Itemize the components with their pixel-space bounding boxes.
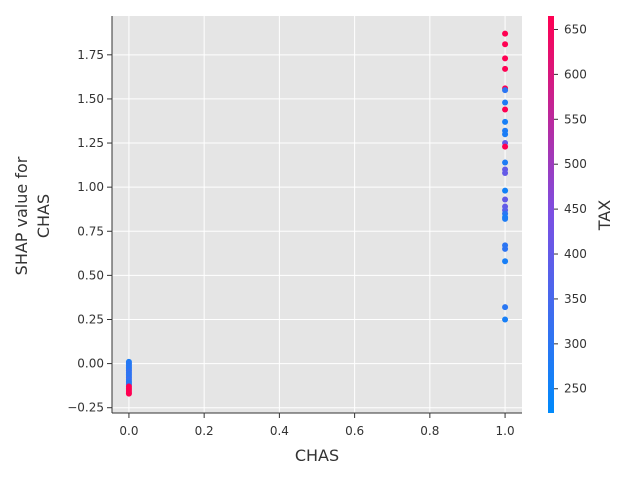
y-axis-label-line-1: SHAP value for (12, 156, 31, 275)
y-tick-label: 1.25 (77, 136, 104, 150)
x-tick-label: 0.4 (270, 424, 289, 438)
y-tick-label: 1.00 (77, 180, 104, 194)
colorbar-tick-label: 500 (564, 157, 587, 171)
scatter-point (502, 187, 509, 194)
scatter-point (502, 118, 509, 125)
scatter-point (502, 159, 509, 166)
x-tick-label: 0.8 (420, 424, 439, 438)
colorbar-ticks: 250 300 350 400 450 500 550 600 650 (554, 22, 587, 396)
scatter-points (125, 30, 509, 397)
y-tick-label: 0.25 (77, 312, 104, 326)
scatter-point (502, 316, 509, 323)
scatter-point (502, 41, 509, 48)
colorbar-tick-label: 350 (564, 292, 587, 306)
x-axis-label: CHAS (295, 446, 339, 465)
y-tick-label: 0.50 (77, 268, 104, 282)
colorbar-tick-label: 300 (564, 337, 587, 351)
y-tick-label: 0.75 (77, 224, 104, 238)
colorbar-label: TAX (595, 200, 614, 231)
scatter-point (502, 196, 509, 203)
colorbar-tick-label: 400 (564, 247, 587, 261)
scatter-point (502, 65, 509, 72)
x-ticks: 0.0 0.2 0.4 0.6 0.8 1.0 (119, 413, 515, 438)
colorbar-tick-label: 550 (564, 112, 587, 126)
y-ticks: −0.25 0.00 0.25 0.50 0.75 1.00 1.25 1.50 1.75 (67, 48, 112, 415)
scatter-point (502, 245, 509, 252)
x-tick-label: 1.0 (496, 424, 515, 438)
scatter-point (502, 87, 509, 94)
colorbar-tick-label: 600 (564, 67, 587, 81)
x-tick-label: 0.2 (195, 424, 214, 438)
scatter-point (502, 30, 509, 37)
y-axis-label-line-2: CHAS (34, 194, 53, 238)
scatter-point (502, 170, 509, 177)
y-tick-label: 1.50 (77, 92, 104, 106)
y-tick-label: 1.75 (77, 48, 104, 62)
x-tick-label: 0.0 (119, 424, 138, 438)
colorbar (548, 16, 554, 413)
scatter-point (502, 258, 509, 265)
colorbar-tick-label: 450 (564, 202, 587, 216)
scatter-point (502, 99, 509, 106)
x-tick-label: 0.6 (345, 424, 364, 438)
colorbar-tick-label: 250 (564, 382, 587, 396)
scatter-point (125, 390, 132, 397)
scatter-point (502, 215, 509, 222)
scatter-point (502, 106, 509, 113)
scatter-point (502, 143, 509, 150)
scatter-point (502, 55, 509, 62)
plot-area (112, 16, 522, 413)
y-tick-label: 0.00 (77, 357, 104, 371)
scatter-point (502, 131, 509, 138)
y-tick-label: −0.25 (67, 401, 104, 415)
colorbar-tick-label: 650 (564, 22, 587, 36)
scatter-point (502, 304, 509, 311)
